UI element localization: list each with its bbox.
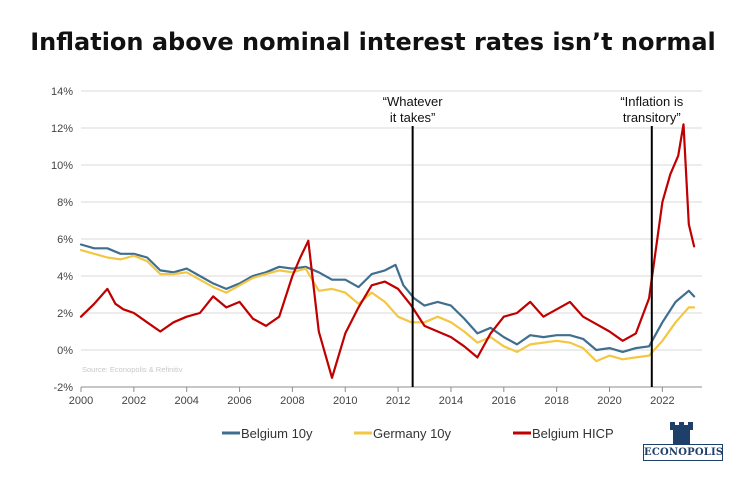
x-tick-label: 2012 xyxy=(386,395,410,407)
series-lines xyxy=(79,123,696,379)
y-tick-label: 4% xyxy=(57,271,73,283)
x-tick-label: 2020 xyxy=(597,395,621,407)
annotation-text: it takes” xyxy=(390,110,436,125)
y-tick-label: 10% xyxy=(51,160,73,172)
x-tick-label: 2010 xyxy=(333,395,357,407)
x-tick-label: 2002 xyxy=(122,395,146,407)
y-tick-label: 12% xyxy=(51,123,73,135)
x-tick-label: 2022 xyxy=(650,395,674,407)
tower-icon xyxy=(670,422,693,446)
annotation-text: “Whatever xyxy=(383,94,444,109)
grid-lines xyxy=(81,90,702,388)
x-tick-label: 2018 xyxy=(544,395,568,407)
y-tick-label: 14% xyxy=(51,86,73,98)
series-line-germany-10y xyxy=(79,249,696,363)
y-tick-label: 6% xyxy=(57,234,73,246)
y-tick-label: 2% xyxy=(57,308,73,320)
y-tick-label: -2% xyxy=(53,382,73,394)
x-tick-label: 2008 xyxy=(280,395,304,407)
annotation-text: “Inflation is xyxy=(620,94,683,109)
x-tick-label: 2006 xyxy=(227,395,251,407)
x-tick-label: 2000 xyxy=(69,395,93,407)
x-axis: 2000 2002 2004 2006 2008 2010 2012 2014 2016 2018… xyxy=(69,386,702,407)
y-tick-label: 8% xyxy=(57,197,73,209)
logo-text: ECONOPOLIS xyxy=(643,444,723,461)
x-tick-label: 2004 xyxy=(174,395,198,407)
legend-label: Belgium 10y xyxy=(241,426,313,441)
x-tick-label: 2016 xyxy=(492,395,516,407)
y-axis: -2% 0% 2% 4% 6% 8% 10% 12% 14% xyxy=(51,86,73,394)
chart-title: Inflation above nominal interest rates i… xyxy=(30,28,716,56)
series-line-belgium-10y xyxy=(79,243,696,353)
legend-label: Germany 10y xyxy=(373,426,452,441)
econopolis-logo: ECONOPOLIS xyxy=(643,418,723,464)
x-tick-label: 2014 xyxy=(439,395,463,407)
y-tick-label: 0% xyxy=(57,345,73,357)
legend-label: Belgium HICP xyxy=(532,426,614,441)
annotation-text: transitory” xyxy=(623,110,681,125)
legend: Belgium 10y Germany 10y Belgium HICP xyxy=(222,426,614,441)
series-line-belgium-hicp xyxy=(79,123,696,379)
source-note: Source: Econopolis & Refinitiv xyxy=(82,365,183,374)
